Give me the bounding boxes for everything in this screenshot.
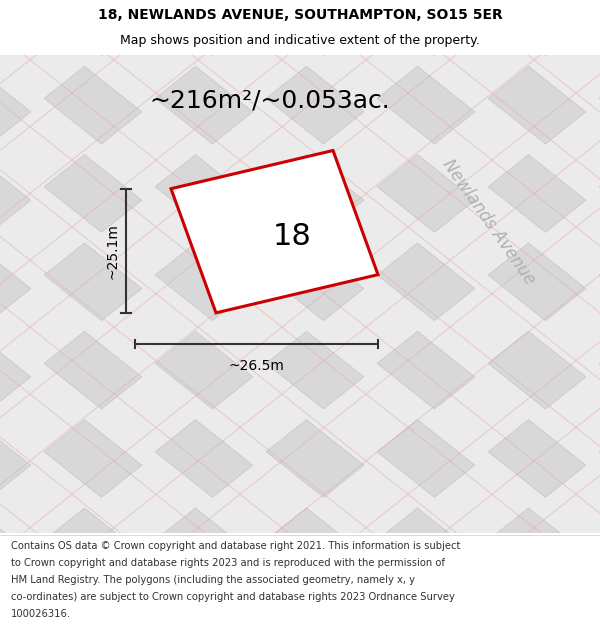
Text: 100026316.: 100026316. — [11, 609, 71, 619]
Polygon shape — [266, 331, 364, 409]
Polygon shape — [0, 508, 31, 586]
Polygon shape — [0, 0, 31, 56]
Text: ~216m²/~0.053ac.: ~216m²/~0.053ac. — [149, 88, 391, 112]
Polygon shape — [155, 419, 253, 498]
Polygon shape — [488, 331, 586, 409]
Polygon shape — [488, 508, 586, 586]
Polygon shape — [488, 243, 586, 321]
Polygon shape — [377, 508, 475, 586]
Text: HM Land Registry. The polygons (including the associated geometry, namely x, y: HM Land Registry. The polygons (includin… — [11, 575, 415, 585]
Polygon shape — [377, 243, 475, 321]
Text: 18: 18 — [273, 222, 312, 251]
Polygon shape — [377, 331, 475, 409]
Polygon shape — [377, 66, 475, 144]
Polygon shape — [266, 154, 364, 232]
Text: 18, NEWLANDS AVENUE, SOUTHAMPTON, SO15 5ER: 18, NEWLANDS AVENUE, SOUTHAMPTON, SO15 5… — [98, 8, 502, 22]
Polygon shape — [0, 596, 31, 625]
Polygon shape — [44, 66, 142, 144]
Polygon shape — [266, 66, 364, 144]
Polygon shape — [44, 508, 142, 586]
Text: Newlands Avenue: Newlands Avenue — [439, 156, 539, 288]
Polygon shape — [155, 243, 253, 321]
Polygon shape — [488, 0, 586, 56]
Polygon shape — [599, 0, 600, 56]
Polygon shape — [0, 243, 31, 321]
Polygon shape — [0, 66, 31, 144]
Text: Map shows position and indicative extent of the property.: Map shows position and indicative extent… — [120, 34, 480, 48]
Polygon shape — [44, 419, 142, 498]
Polygon shape — [0, 419, 31, 498]
Polygon shape — [377, 154, 475, 232]
Polygon shape — [599, 331, 600, 409]
Polygon shape — [488, 596, 586, 625]
Polygon shape — [599, 596, 600, 625]
Polygon shape — [377, 0, 475, 56]
Polygon shape — [377, 419, 475, 498]
Polygon shape — [44, 596, 142, 625]
Polygon shape — [0, 331, 31, 409]
Polygon shape — [599, 419, 600, 498]
Polygon shape — [266, 596, 364, 625]
Polygon shape — [44, 331, 142, 409]
Text: ~26.5m: ~26.5m — [229, 359, 284, 373]
Polygon shape — [155, 331, 253, 409]
Polygon shape — [155, 596, 253, 625]
Polygon shape — [155, 0, 253, 56]
Polygon shape — [171, 151, 378, 313]
Text: co-ordinates) are subject to Crown copyright and database rights 2023 Ordnance S: co-ordinates) are subject to Crown copyr… — [11, 592, 455, 602]
Polygon shape — [599, 243, 600, 321]
Polygon shape — [488, 154, 586, 232]
Polygon shape — [488, 419, 586, 498]
Text: ~25.1m: ~25.1m — [106, 223, 120, 279]
Polygon shape — [488, 66, 586, 144]
Text: to Crown copyright and database rights 2023 and is reproduced with the permissio: to Crown copyright and database rights 2… — [11, 558, 445, 568]
Polygon shape — [44, 154, 142, 232]
Polygon shape — [44, 0, 142, 56]
Polygon shape — [377, 596, 475, 625]
Polygon shape — [599, 66, 600, 144]
Polygon shape — [0, 154, 31, 232]
Polygon shape — [266, 243, 364, 321]
Polygon shape — [266, 508, 364, 586]
Polygon shape — [266, 419, 364, 498]
Polygon shape — [155, 66, 253, 144]
Text: Contains OS data © Crown copyright and database right 2021. This information is : Contains OS data © Crown copyright and d… — [11, 541, 460, 551]
Polygon shape — [44, 243, 142, 321]
Polygon shape — [599, 154, 600, 232]
Polygon shape — [599, 508, 600, 586]
Polygon shape — [155, 154, 253, 232]
Polygon shape — [155, 508, 253, 586]
Polygon shape — [266, 0, 364, 56]
